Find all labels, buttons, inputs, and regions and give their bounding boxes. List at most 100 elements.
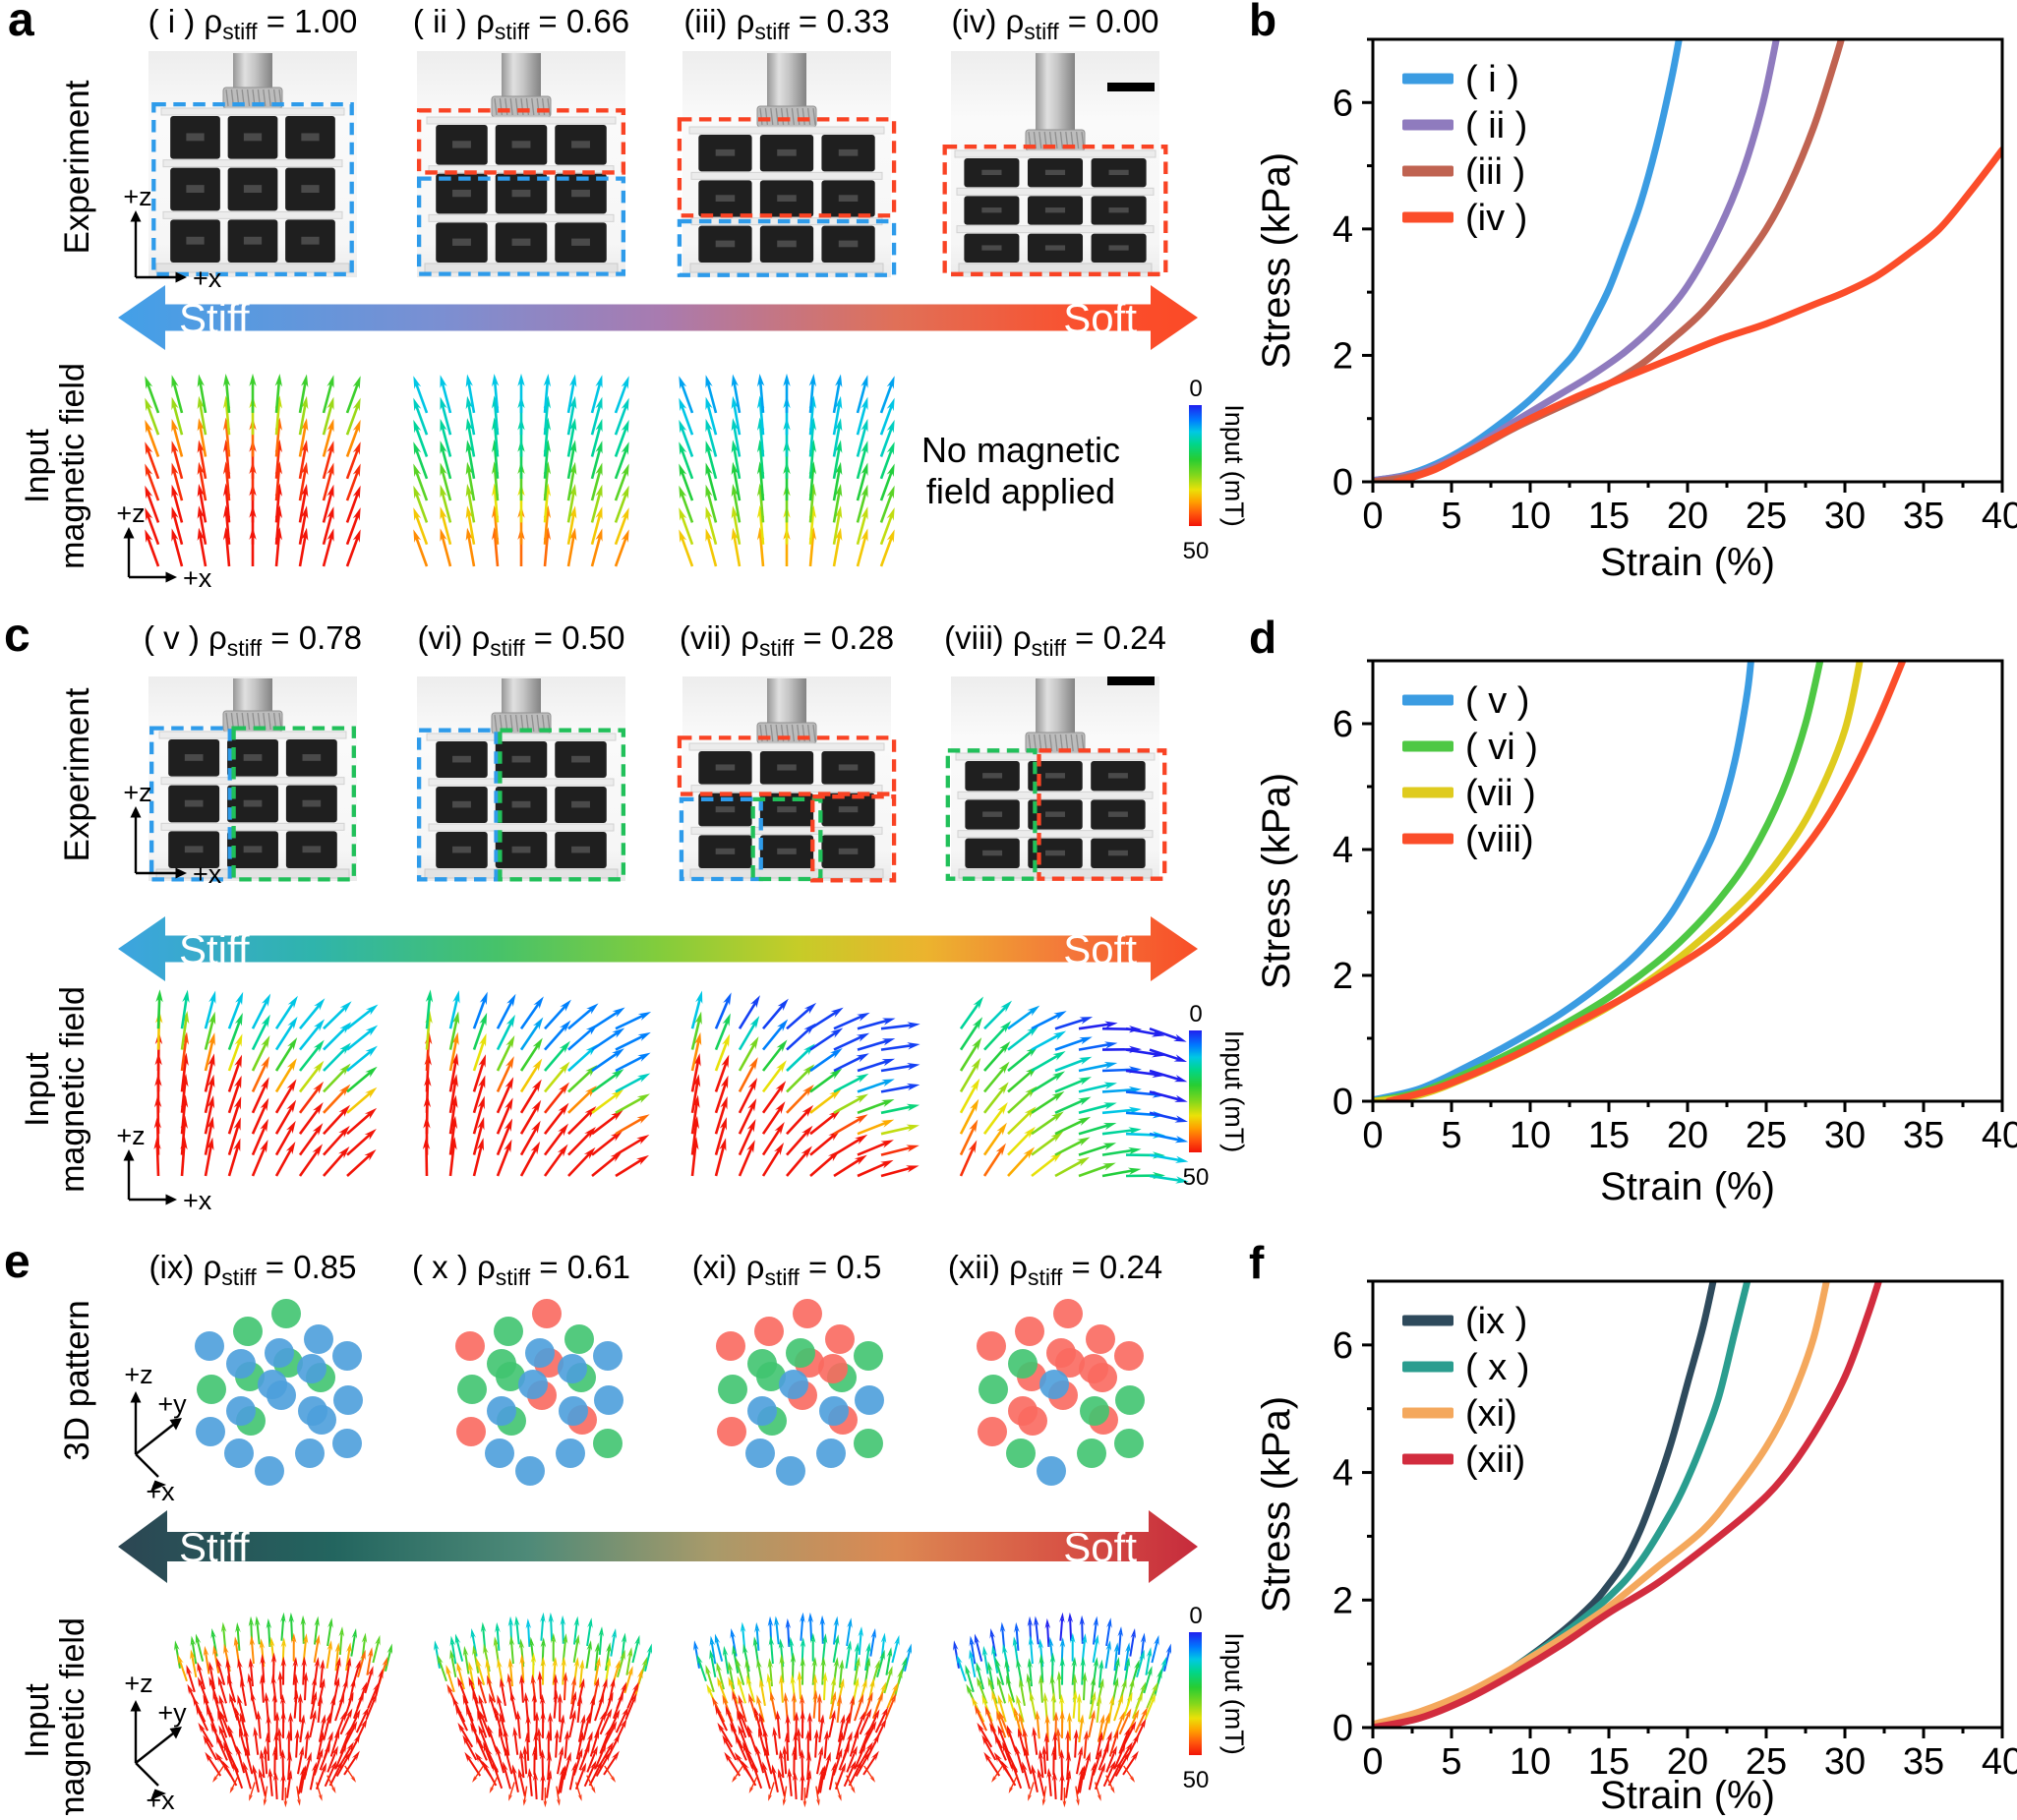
svg-text:10: 10 [1510, 496, 1551, 537]
svg-text:Input (mT): Input (mT) [1219, 1632, 1249, 1755]
svg-text:(iii ): (iii ) [1465, 151, 1525, 193]
svg-text:( vi ): ( vi ) [1465, 727, 1538, 768]
svg-text:35: 35 [1903, 1115, 1944, 1156]
svg-text:e: e [4, 1236, 30, 1288]
svg-text:(viii): (viii) [1465, 819, 1534, 860]
svg-text:(ix) ρstiff = 0.85: (ix) ρstiff = 0.85 [149, 1249, 357, 1290]
svg-text:+z: +z [116, 1121, 145, 1150]
svg-text:Stiff: Stiff [179, 926, 250, 972]
svg-text:50: 50 [1183, 1164, 1210, 1191]
svg-text:5: 5 [1441, 1741, 1461, 1783]
svg-text:( v ) ρstiff = 0.78: ( v ) ρstiff = 0.78 [144, 619, 362, 661]
svg-text:Soft: Soft [1063, 295, 1137, 341]
svg-text:magnetic field: magnetic field [54, 363, 91, 569]
svg-text:0: 0 [1362, 1741, 1383, 1783]
svg-text:Strain (%): Strain (%) [1600, 1774, 1775, 1815]
svg-text:+z: +z [116, 499, 145, 528]
svg-text:30: 30 [1824, 1741, 1866, 1783]
svg-text:20: 20 [1667, 1741, 1708, 1783]
svg-text:2: 2 [1333, 1580, 1353, 1621]
svg-text:( x ): ( x ) [1465, 1347, 1529, 1388]
svg-text:5: 5 [1441, 1115, 1461, 1156]
svg-text:+x: +x [146, 1477, 175, 1506]
svg-text:Strain (%): Strain (%) [1600, 541, 1775, 584]
svg-text:4: 4 [1333, 1453, 1353, 1495]
svg-text:(iii) ρstiff = 0.33: (iii) ρstiff = 0.33 [683, 3, 889, 44]
svg-text:10: 10 [1510, 1741, 1551, 1783]
svg-text:Stress (kPa): Stress (kPa) [1255, 1396, 1298, 1613]
svg-text:(iv) ρstiff = 0.00: (iv) ρstiff = 0.00 [952, 3, 1159, 44]
svg-text:(xii): (xii) [1465, 1439, 1525, 1481]
svg-text:(vi) ρstiff = 0.50: (vi) ρstiff = 0.50 [418, 619, 625, 661]
svg-text:15: 15 [1588, 496, 1630, 537]
svg-text:4: 4 [1333, 209, 1353, 251]
svg-text:b: b [1249, 0, 1276, 45]
svg-text:( v ): ( v ) [1465, 680, 1529, 722]
svg-text:4: 4 [1333, 830, 1353, 871]
svg-text:d: d [1249, 612, 1276, 663]
svg-text:c: c [4, 610, 30, 662]
svg-text:0: 0 [1333, 462, 1353, 503]
svg-text:field applied: field applied [926, 471, 1115, 511]
svg-text:25: 25 [1746, 496, 1787, 537]
svg-text:Input (mT): Input (mT) [1219, 1030, 1249, 1153]
svg-text:Stiff: Stiff [179, 1524, 250, 1570]
svg-text:2: 2 [1333, 335, 1353, 377]
svg-text:Input: Input [19, 1052, 56, 1127]
svg-text:3D pattern: 3D pattern [58, 1300, 96, 1460]
svg-text:30: 30 [1824, 496, 1866, 537]
svg-text:magnetic field: magnetic field [54, 1617, 91, 1815]
svg-text:40: 40 [1982, 496, 2017, 537]
svg-text:Stress (kPa): Stress (kPa) [1255, 152, 1298, 369]
svg-text:6: 6 [1333, 83, 1353, 124]
svg-text:+x: +x [183, 563, 212, 593]
svg-text:0: 0 [1362, 496, 1383, 537]
svg-text:Soft: Soft [1063, 1524, 1137, 1570]
svg-text:10: 10 [1510, 1115, 1551, 1156]
svg-text:6: 6 [1333, 704, 1353, 745]
svg-text:Experiment: Experiment [58, 80, 96, 254]
svg-text:Input: Input [19, 1683, 56, 1758]
svg-text:15: 15 [1588, 1741, 1630, 1783]
svg-text:30: 30 [1824, 1115, 1866, 1156]
svg-text:+y: +y [157, 1698, 187, 1728]
svg-text:No magnetic: No magnetic [921, 430, 1120, 470]
svg-text:25: 25 [1746, 1741, 1787, 1783]
svg-text:Stress (kPa): Stress (kPa) [1255, 773, 1298, 989]
svg-text:40: 40 [1982, 1741, 2017, 1783]
svg-text:40: 40 [1982, 1115, 2017, 1156]
svg-text:(iv ): (iv ) [1465, 198, 1527, 239]
svg-text:6: 6 [1333, 1325, 1353, 1367]
svg-text:+y: +y [157, 1389, 187, 1419]
svg-text:0: 0 [1362, 1115, 1383, 1156]
svg-text:0: 0 [1189, 376, 1202, 402]
svg-text:+z: +z [123, 182, 151, 211]
svg-text:magnetic field: magnetic field [54, 986, 91, 1193]
svg-text:0: 0 [1333, 1708, 1353, 1749]
svg-text:Strain (%): Strain (%) [1600, 1165, 1775, 1208]
svg-text:a: a [8, 0, 34, 46]
svg-text:+z: +z [123, 778, 151, 807]
svg-text:( i ): ( i ) [1465, 59, 1519, 100]
svg-text:Stiff: Stiff [179, 295, 250, 341]
svg-text:(vii ): (vii ) [1465, 773, 1536, 814]
svg-text:Experiment: Experiment [58, 687, 96, 861]
svg-text:Input: Input [19, 429, 56, 503]
svg-text:+z: +z [124, 1360, 152, 1389]
svg-text:15: 15 [1588, 1115, 1630, 1156]
svg-text:0: 0 [1189, 1603, 1202, 1629]
svg-text:50: 50 [1183, 538, 1210, 564]
svg-text:20: 20 [1667, 496, 1708, 537]
svg-text:25: 25 [1746, 1115, 1787, 1156]
svg-text:( ii ): ( ii ) [1465, 105, 1527, 147]
svg-text:(vii) ρstiff = 0.28: (vii) ρstiff = 0.28 [680, 619, 894, 661]
svg-text:20: 20 [1667, 1115, 1708, 1156]
svg-text:+x: +x [193, 264, 222, 293]
svg-text:(ix ): (ix ) [1465, 1301, 1527, 1342]
svg-text:35: 35 [1903, 1741, 1944, 1783]
svg-text:+x: +x [146, 1786, 175, 1815]
svg-text:+z: +z [124, 1669, 152, 1698]
svg-text:0: 0 [1333, 1082, 1353, 1123]
svg-text:0: 0 [1189, 1001, 1202, 1027]
svg-text:+x: +x [183, 1186, 212, 1215]
